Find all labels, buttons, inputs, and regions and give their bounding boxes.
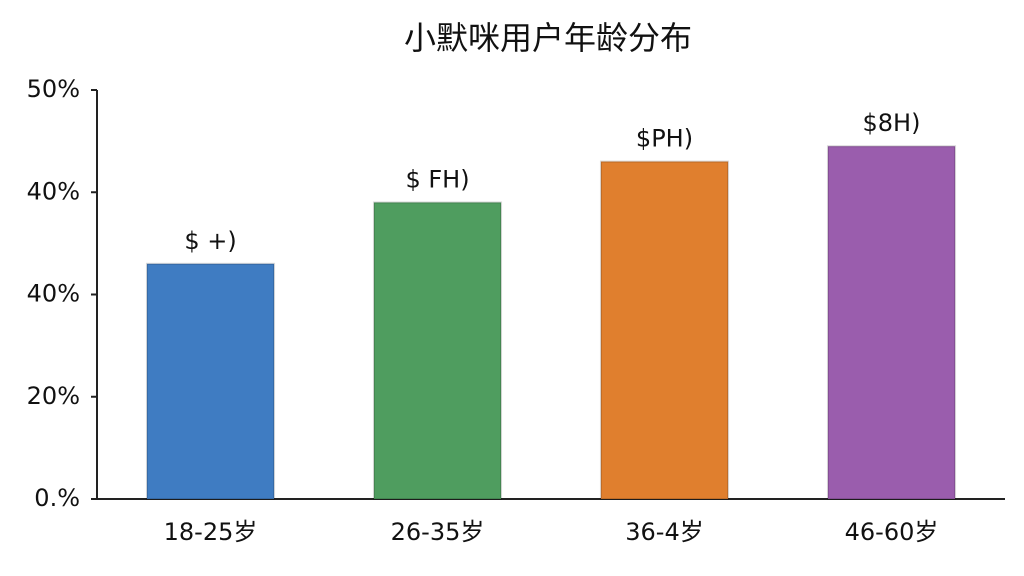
- x-tick-label: 46-60岁: [845, 518, 939, 546]
- y-tick-label: 50%: [27, 75, 80, 103]
- bar: [599, 160, 730, 500]
- y-tick-label: 40%: [27, 177, 80, 205]
- bar: [372, 201, 503, 500]
- bar: [145, 262, 276, 501]
- bar: [826, 145, 957, 501]
- annotation: $ +): [184, 227, 236, 255]
- annotation: $ FH): [405, 165, 469, 193]
- chart-title: 小默咪用户年龄分布: [404, 19, 692, 57]
- x-tick-label: 26-35岁: [391, 518, 485, 546]
- x-tick-label: 18-25岁: [164, 518, 258, 546]
- x-tick-label: 36-4岁: [625, 518, 703, 546]
- annotation: $PH): [636, 125, 693, 153]
- y-tick-label: 0.%: [34, 484, 80, 512]
- y-tick-label: 40%: [27, 280, 80, 308]
- annotation: $8H): [863, 109, 921, 137]
- y-tick-label: 20%: [27, 382, 80, 410]
